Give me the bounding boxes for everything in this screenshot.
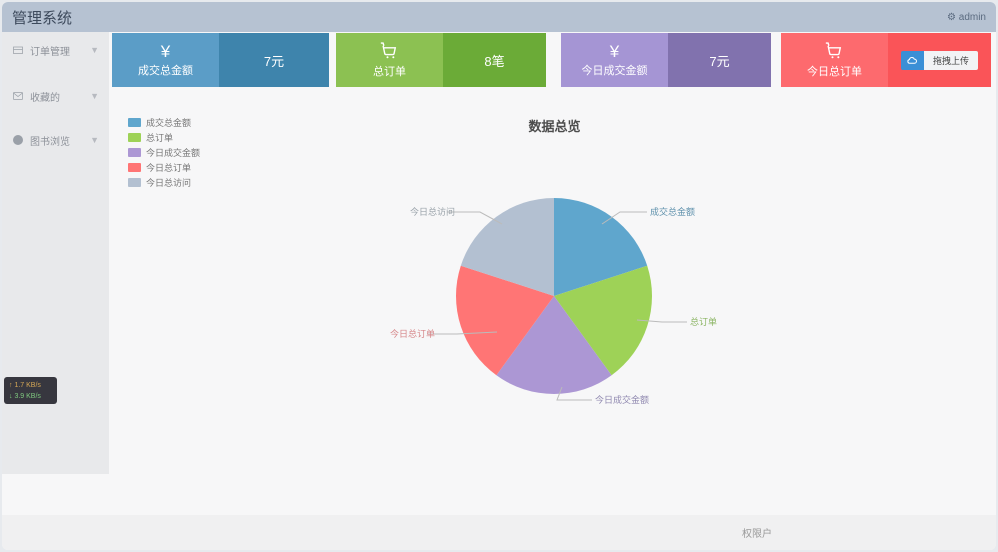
svg-text:今日总订单: 今日总订单 [390, 328, 435, 339]
svg-text:今日总访问: 今日总访问 [410, 206, 455, 217]
svg-text:总订单: 总订单 [690, 316, 717, 327]
svg-text:成交总金额: 成交总金额 [650, 206, 695, 217]
svg-text:今日成交金额: 今日成交金额 [595, 394, 649, 405]
